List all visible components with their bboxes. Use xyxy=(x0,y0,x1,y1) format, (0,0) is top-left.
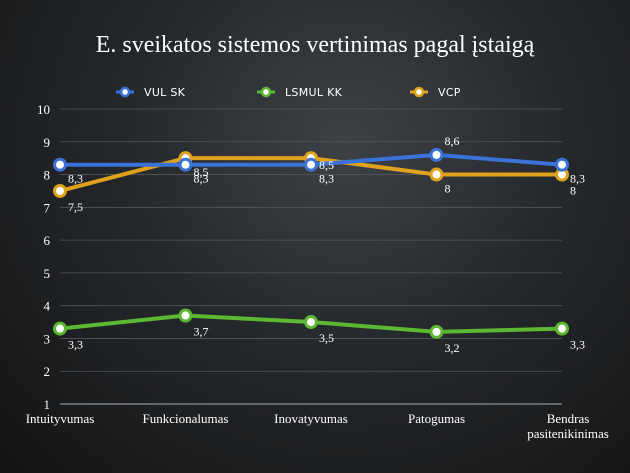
data-label: 3,2 xyxy=(445,341,460,355)
data-label: 7,5 xyxy=(68,200,83,214)
data-label: 8,3 xyxy=(570,172,585,186)
x-category-label: Bendras xyxy=(547,411,590,426)
data-point xyxy=(53,157,67,172)
gridlines xyxy=(60,108,562,405)
data-point xyxy=(178,157,193,172)
data-label: 8 xyxy=(570,184,576,198)
data-label: 8,3 xyxy=(319,172,334,186)
y-tick-label: 2 xyxy=(44,364,51,379)
data-label: 3,7 xyxy=(194,325,209,339)
x-category-label: Patogumas xyxy=(408,411,465,426)
data-point xyxy=(304,315,318,330)
legend-label: LSMUL KK xyxy=(285,86,343,99)
series-group xyxy=(53,147,569,339)
data-label: 8,6 xyxy=(445,134,460,148)
data-point xyxy=(304,157,318,172)
y-tick-label: 1 xyxy=(44,397,51,412)
data-label: 8,5 xyxy=(319,158,334,172)
x-axis: Intuityvumas Funkcionalumas Inovatyvumas Pa… xyxy=(26,411,609,441)
y-tick-label: 3 xyxy=(44,331,51,346)
data-label: 3,5 xyxy=(319,331,334,345)
data-label: 8 xyxy=(445,182,451,196)
data-point xyxy=(53,321,67,336)
y-tick-label: 5 xyxy=(44,266,51,281)
y-axis: 1 2 3 4 5 6 7 8 9 10 xyxy=(37,102,51,412)
data-point xyxy=(555,157,569,172)
y-tick-label: 9 xyxy=(44,135,51,150)
x-category-label: Funkcionalumas xyxy=(143,411,229,426)
data-point xyxy=(429,324,444,339)
legend-marker xyxy=(260,86,272,98)
legend: VUL SK LSMUL KK VCP xyxy=(116,86,461,99)
x-category-label: pasitenikinimas xyxy=(527,426,609,441)
legend-marker xyxy=(119,86,131,98)
x-category-label: Inovatyvumas xyxy=(274,411,348,426)
data-point xyxy=(178,308,193,323)
legend-marker xyxy=(413,86,425,98)
y-tick-label: 4 xyxy=(44,299,51,314)
y-tick-label: 7 xyxy=(44,200,51,215)
data-label: 8,3 xyxy=(194,172,209,186)
chart-title: E. sveikatos sistemos vertinimas pagal į… xyxy=(96,32,535,58)
x-category-label: Intuityvumas xyxy=(26,411,95,426)
y-tick-label: 10 xyxy=(37,102,50,117)
data-point xyxy=(555,321,569,336)
data-point xyxy=(429,147,444,162)
data-label: 3,3 xyxy=(570,338,585,352)
data-label: 3,3 xyxy=(68,338,83,352)
legend-label: VCP xyxy=(438,86,461,99)
data-labels: 8,3 8,3 8,3 8,6 8,3 3,3 3,7 3,5 3,2 3,3 7,5 8,5 8,5 8… xyxy=(68,134,585,355)
data-point xyxy=(53,183,67,198)
data-point xyxy=(429,167,444,182)
y-tick-label: 8 xyxy=(44,168,51,183)
data-label: 8,5 xyxy=(194,165,209,179)
data-label: 8,3 xyxy=(68,172,83,186)
legend-label: VUL SK xyxy=(144,86,186,99)
y-tick-label: 6 xyxy=(44,233,51,248)
